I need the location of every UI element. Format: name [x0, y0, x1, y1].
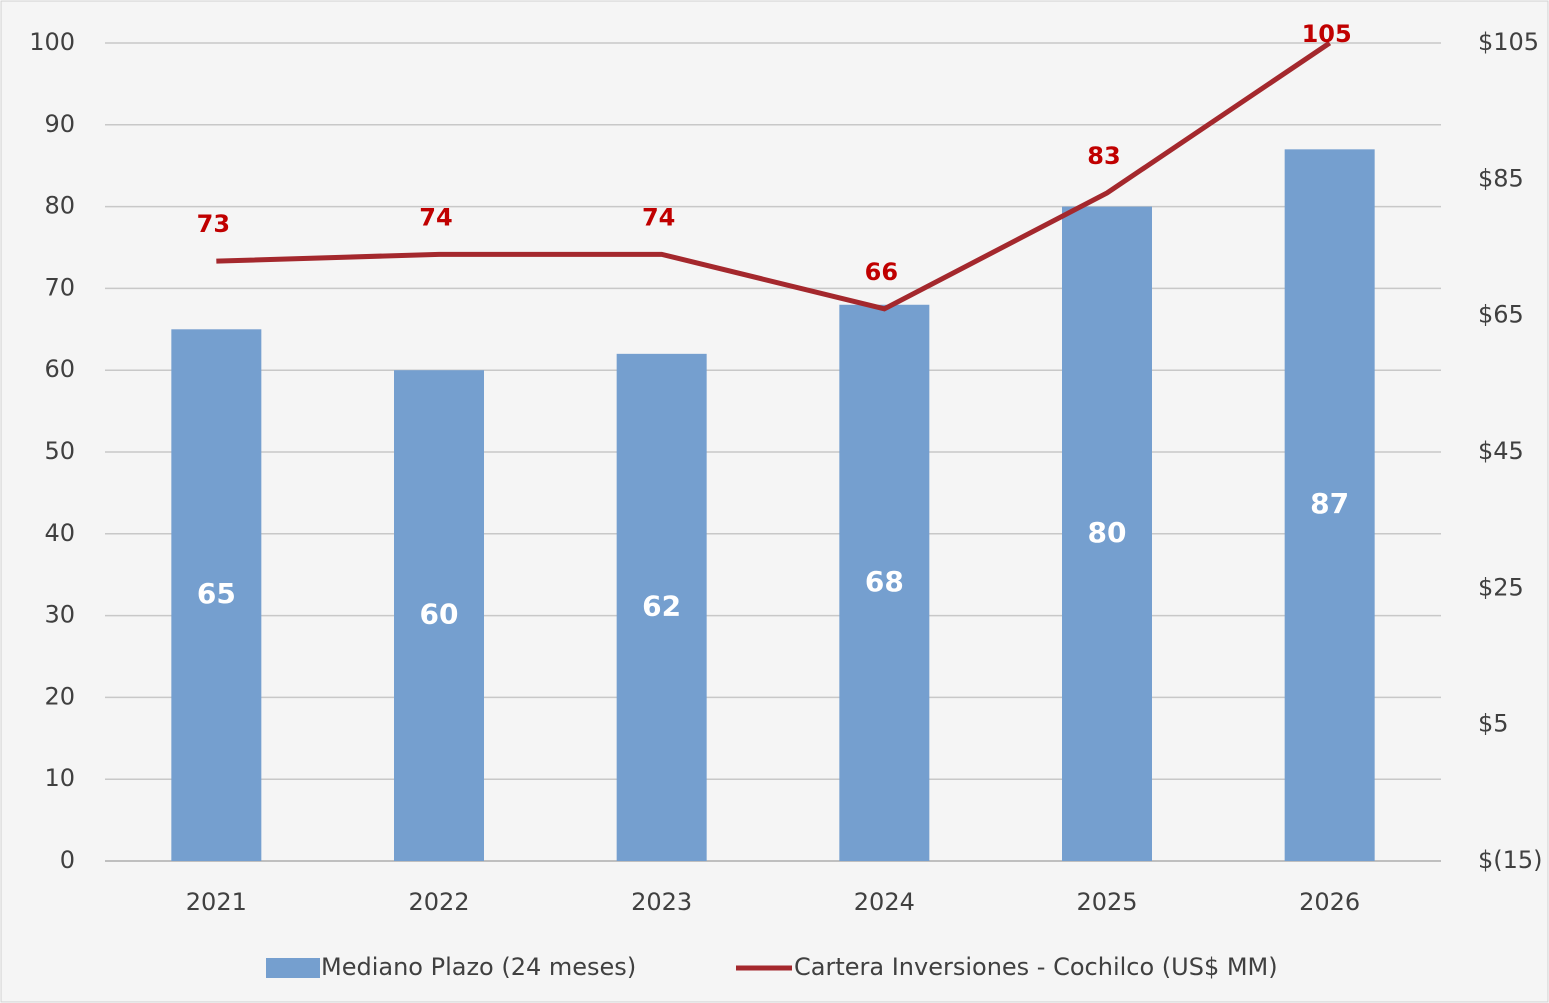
- x-tick-label: 2022: [408, 888, 469, 916]
- bar: [171, 329, 262, 861]
- line-value-label: 105: [1302, 20, 1352, 48]
- line-value-label: 83: [1087, 142, 1120, 170]
- bar-value-label: 87: [1310, 487, 1349, 520]
- bar: [1284, 149, 1375, 862]
- bar: [394, 370, 484, 861]
- y-tick-label: 0: [60, 846, 75, 874]
- x-tick-label: 2026: [1299, 888, 1360, 916]
- y2-tick-label: $45: [1478, 437, 1524, 465]
- y2-tick-label: $25: [1478, 573, 1524, 601]
- line: [216, 40, 1332, 312]
- y-tick-label: 30: [44, 601, 75, 629]
- y2-tick-label: $65: [1478, 301, 1524, 329]
- y2-tick-label: $(15): [1478, 846, 1543, 874]
- x-tick-label: 2023: [631, 888, 692, 916]
- line-value-label: 66: [865, 258, 898, 286]
- line-value-label: 74: [642, 203, 675, 231]
- y2-tick-label: $85: [1478, 164, 1524, 192]
- y-tick-label: 80: [44, 192, 75, 220]
- bar: [1062, 206, 1152, 862]
- y2-tick-label: $105: [1478, 28, 1539, 56]
- bar-value-label: 68: [865, 565, 904, 598]
- x-tick-label: 2024: [854, 888, 915, 916]
- legend-label: Mediano Plazo (24 meses): [321, 953, 636, 981]
- bar-value-label: 80: [1088, 516, 1127, 549]
- y-tick-label: 20: [44, 682, 75, 710]
- bar: [616, 353, 707, 861]
- bar-value-label: 62: [642, 589, 681, 622]
- y-tick-label: 50: [44, 437, 75, 465]
- bar-value-label: 60: [420, 598, 459, 631]
- y2-tick-label: $5: [1478, 710, 1509, 738]
- line-value-label: 74: [419, 203, 452, 231]
- y-tick-label: 90: [44, 110, 75, 138]
- x-tick-label: 2021: [186, 888, 247, 916]
- line-value-label: 73: [197, 210, 230, 238]
- bar-value-label: 65: [197, 577, 236, 610]
- x-tick-label: 2025: [1076, 888, 1137, 916]
- y-tick-label: 10: [44, 764, 75, 792]
- y-tick-label: 100: [29, 28, 75, 56]
- legend-swatch: [266, 958, 320, 978]
- y-tick-label: 70: [44, 273, 75, 301]
- y-tick-label: 60: [44, 355, 75, 383]
- legend-label: Cartera Inversiones - Cochilco (US$ MM): [794, 953, 1278, 981]
- bar: [839, 304, 930, 861]
- y-tick-label: 40: [44, 519, 75, 547]
